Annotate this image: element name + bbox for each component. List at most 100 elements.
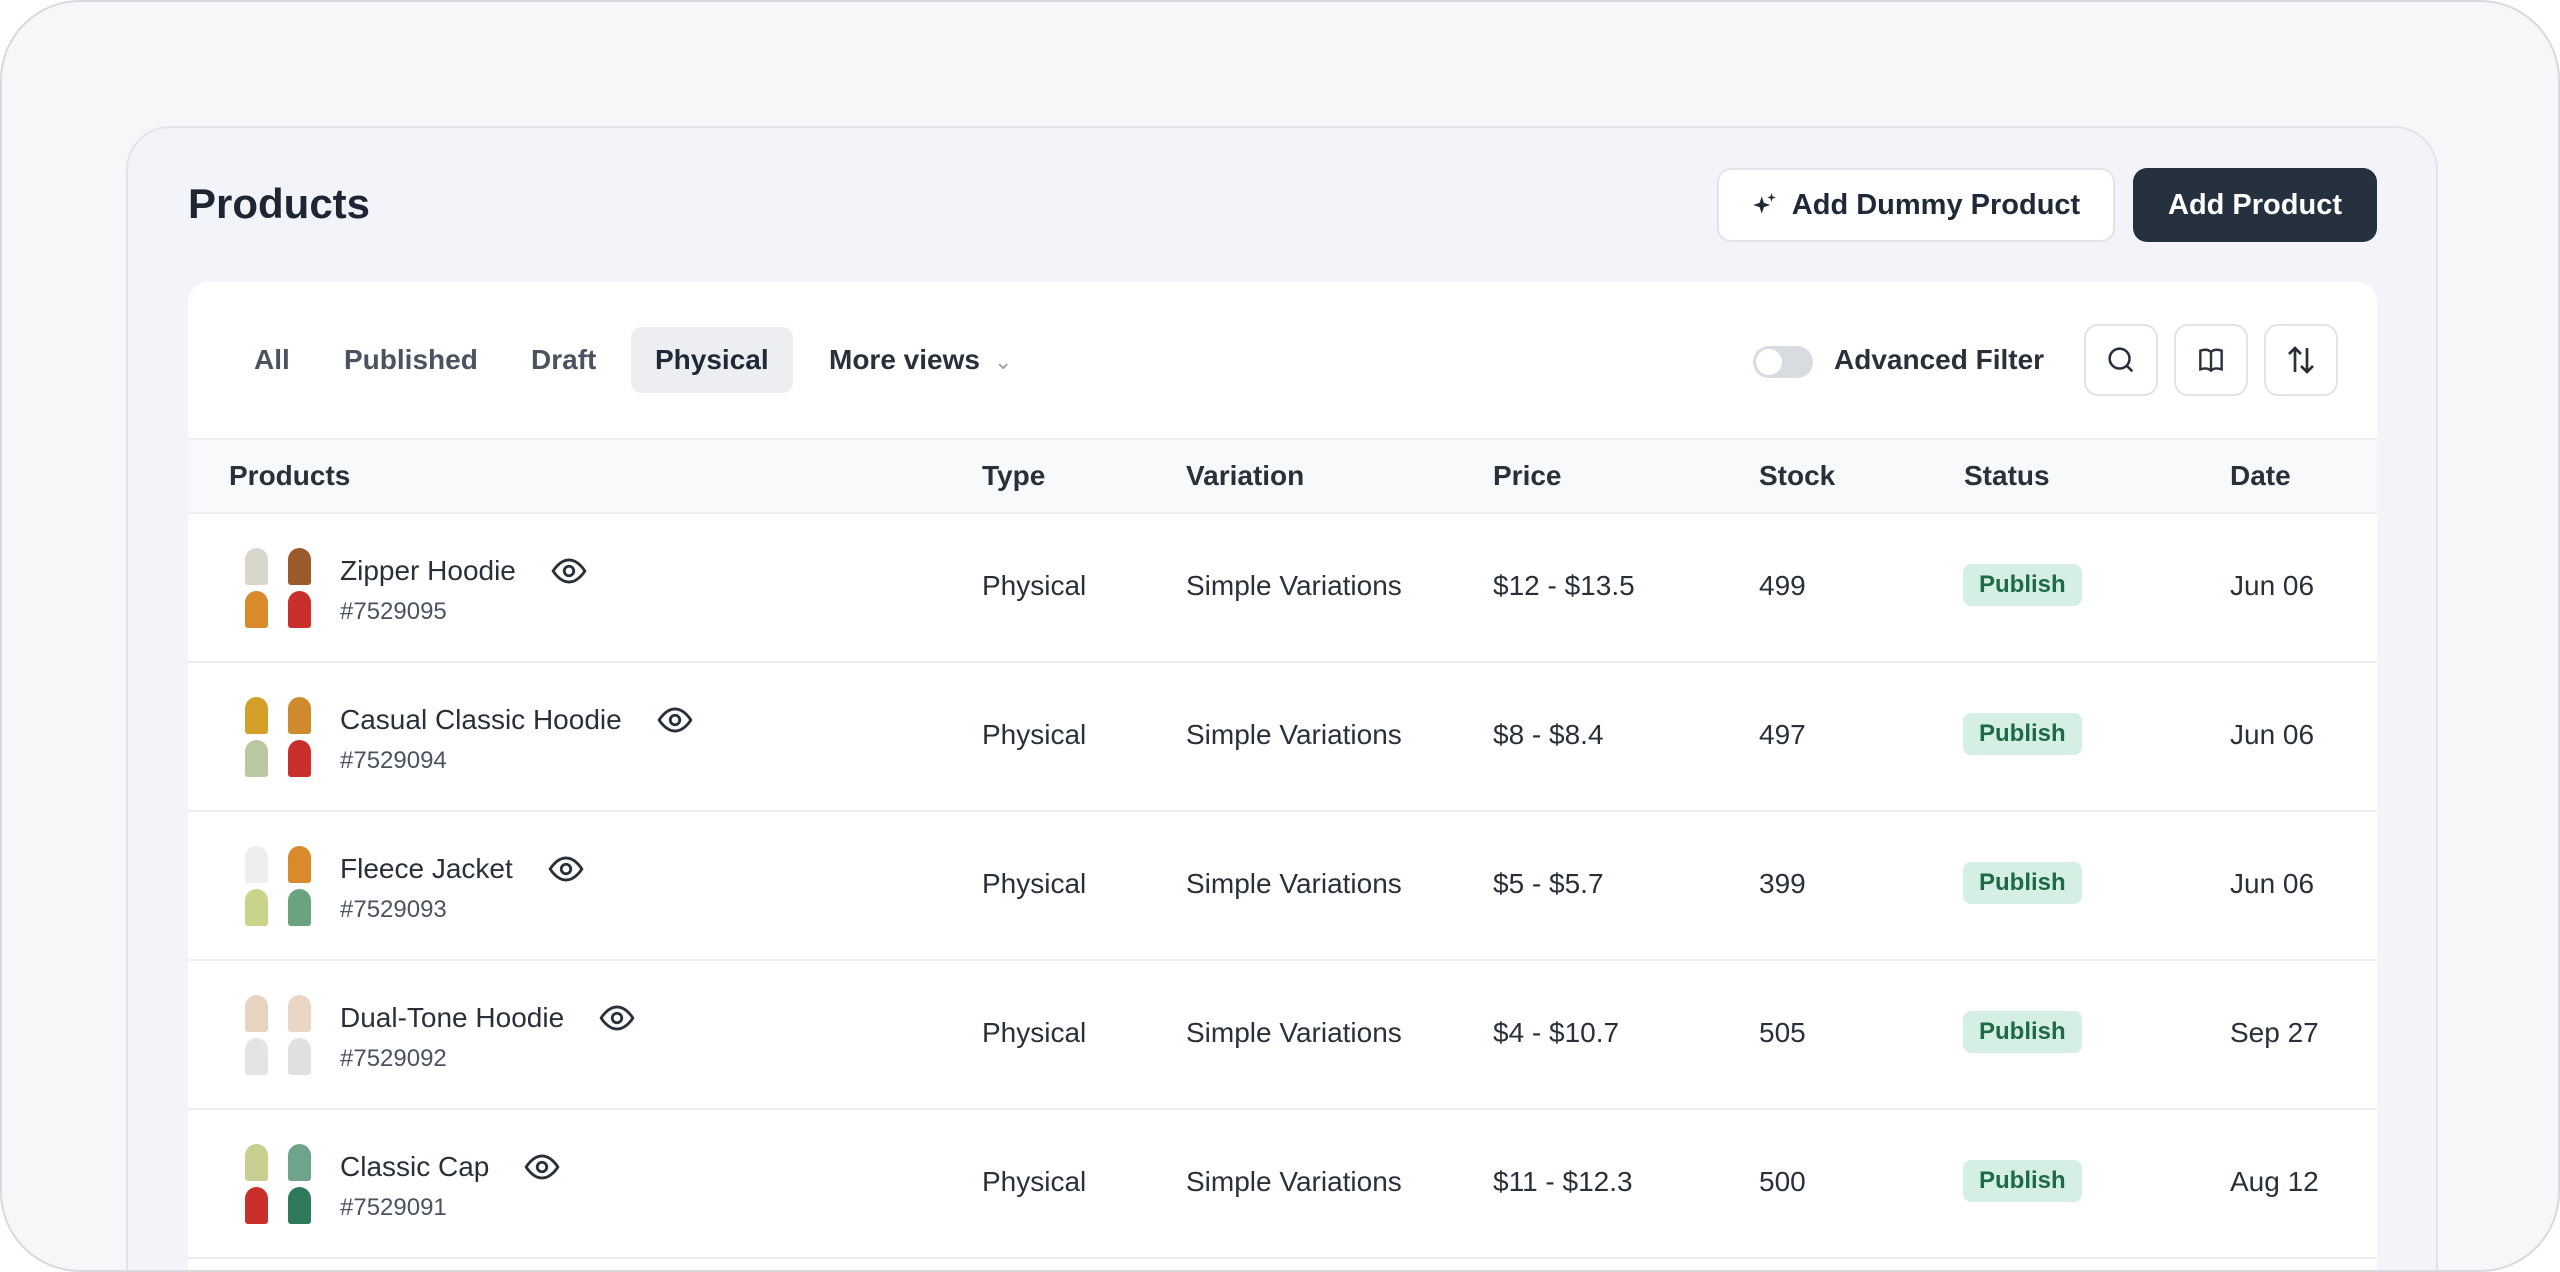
eye-icon[interactable] <box>656 701 694 739</box>
product-date: Aug 12 <box>2230 1166 2319 1197</box>
table-row[interactable]: Classic Cap #7529091 Physical Simple Var… <box>188 1110 2377 1259</box>
product-thumbnail <box>238 697 318 777</box>
product-thumbnail-swatch <box>288 846 311 883</box>
table-row[interactable]: Zipper Hoodie #7529095 Physical Simple V… <box>188 514 2377 663</box>
product-name[interactable]: Casual Classic Hoodie <box>340 704 622 735</box>
product-stock: 500 <box>1759 1166 1806 1197</box>
product-thumbnail <box>238 846 318 926</box>
product-thumbnail-swatch <box>288 889 311 926</box>
column-price[interactable]: Price <box>1493 460 1562 491</box>
product-thumbnail-swatch <box>245 548 268 585</box>
view-tabs: All Published Draft Physical More views ⌄… <box>188 282 2377 440</box>
book-icon <box>2199 348 2223 373</box>
sort-button[interactable] <box>2264 324 2338 396</box>
product-id: #7529093 <box>340 896 447 923</box>
product-variation: Simple Variations <box>1186 570 1402 601</box>
chevron-down-icon: ⌄ <box>993 349 1013 374</box>
products-table-card: All Published Draft Physical More views ⌄… <box>188 282 2377 1270</box>
product-id: #7529094 <box>340 747 447 774</box>
book-button[interactable] <box>2174 324 2248 396</box>
tab-more-views[interactable]: More views ⌄ <box>829 327 1012 393</box>
eye-icon[interactable] <box>598 999 636 1037</box>
status-badge: Publish <box>1963 564 2082 606</box>
status-badge: Publish <box>1963 713 2082 755</box>
product-date: Jun 06 <box>2230 719 2315 750</box>
sparkle-icon <box>1752 193 1776 214</box>
product-id: #7529092 <box>340 1045 447 1072</box>
advanced-filter-toggle[interactable] <box>1753 346 1813 378</box>
product-name[interactable]: Classic Cap <box>340 1151 490 1182</box>
product-name[interactable]: Dual-Tone Hoodie <box>340 1002 565 1033</box>
table-row[interactable]: Casual Classic Hoodie #7529094 Physical … <box>188 663 2377 812</box>
column-variation[interactable]: Variation <box>1186 460 1305 491</box>
product-thumbnail <box>238 548 318 628</box>
column-type[interactable]: Type <box>982 460 1046 491</box>
product-type: Physical <box>982 1166 1087 1197</box>
column-status[interactable]: Status <box>1964 460 2050 491</box>
product-thumbnail-swatch <box>245 1187 268 1224</box>
product-variation: Simple Variations <box>1186 719 1402 750</box>
tab-physical[interactable]: Physical <box>631 327 793 393</box>
advanced-filter-label: Advanced Filter <box>1834 344 2045 375</box>
product-thumbnail-swatch <box>288 548 311 585</box>
eye-icon[interactable] <box>550 552 588 590</box>
product-thumbnail-swatch <box>288 697 311 734</box>
product-name-wrap: Fleece Jacket <box>340 850 585 888</box>
product-id: #7529095 <box>340 598 447 625</box>
tab-draft[interactable]: Draft <box>531 344 597 375</box>
product-thumbnail-swatch <box>245 995 268 1032</box>
product-thumbnail-swatch <box>288 591 311 628</box>
sort-icon <box>2288 346 2314 374</box>
product-stock: 505 <box>1759 1017 1806 1048</box>
product-thumbnail-swatch <box>245 591 268 628</box>
add-dummy-product-label: Add Dummy Product <box>1791 188 2081 221</box>
product-thumbnail-swatch <box>288 1187 311 1224</box>
add-dummy-product-button[interactable]: Add Dummy Product <box>1717 168 2115 242</box>
search-icon <box>2108 347 2134 373</box>
table-row[interactable]: Fleece Jacket #7529093 Physical Simple V… <box>188 812 2377 961</box>
page-title: Products <box>188 180 371 227</box>
product-thumbnail-swatch <box>245 740 268 777</box>
product-variation: Simple Variations <box>1186 1166 1402 1197</box>
product-thumbnail-swatch <box>245 1144 268 1181</box>
product-name[interactable]: Zipper Hoodie <box>340 555 516 586</box>
tab-published[interactable]: Published <box>344 344 478 375</box>
product-thumbnail-swatch <box>245 1038 268 1075</box>
product-price: $11 - $12.3 <box>1493 1166 1633 1197</box>
product-thumbnail-swatch <box>245 697 268 734</box>
search-button[interactable] <box>2084 324 2158 396</box>
product-thumbnail-swatch <box>245 889 268 926</box>
product-name-wrap: Classic Cap <box>340 1148 561 1186</box>
status-badge: Publish <box>1963 1011 2082 1053</box>
product-variation: Simple Variations <box>1186 868 1402 899</box>
product-name-wrap: Zipper Hoodie <box>340 552 588 590</box>
product-stock: 497 <box>1759 719 1806 750</box>
product-stock: 399 <box>1759 868 1806 899</box>
product-name-wrap: Casual Classic Hoodie <box>340 701 694 739</box>
product-name[interactable]: Fleece Jacket <box>340 853 513 884</box>
product-price: $5 - $5.7 <box>1493 868 1604 899</box>
tab-all[interactable]: All <box>254 344 290 375</box>
status-badge: Publish <box>1963 862 2082 904</box>
product-thumbnail-swatch <box>288 740 311 777</box>
eye-icon[interactable] <box>523 1148 561 1186</box>
status-badge: Publish <box>1963 1160 2082 1202</box>
column-products[interactable]: Products <box>229 460 351 491</box>
product-variation: Simple Variations <box>1186 1017 1402 1048</box>
product-thumbnail-swatch <box>245 846 268 883</box>
more-views-label: More views <box>829 344 980 375</box>
product-thumbnail-swatch <box>288 1038 311 1075</box>
table-row[interactable]: Dual-Tone Hoodie #7529092 Physical Simpl… <box>188 961 2377 1110</box>
product-thumbnail-swatch <box>288 995 311 1032</box>
product-thumbnail-swatch <box>288 1144 311 1181</box>
add-product-button[interactable]: Add Product <box>2133 168 2377 242</box>
product-price: $8 - $8.4 <box>1493 719 1604 750</box>
column-date[interactable]: Date <box>2230 460 2291 491</box>
product-type: Physical <box>982 868 1087 899</box>
product-type: Physical <box>982 1017 1087 1048</box>
product-price: $4 - $10.7 <box>1493 1017 1620 1048</box>
eye-icon[interactable] <box>547 850 585 888</box>
product-thumbnail <box>238 1144 318 1224</box>
column-stock[interactable]: Stock <box>1759 460 1836 491</box>
